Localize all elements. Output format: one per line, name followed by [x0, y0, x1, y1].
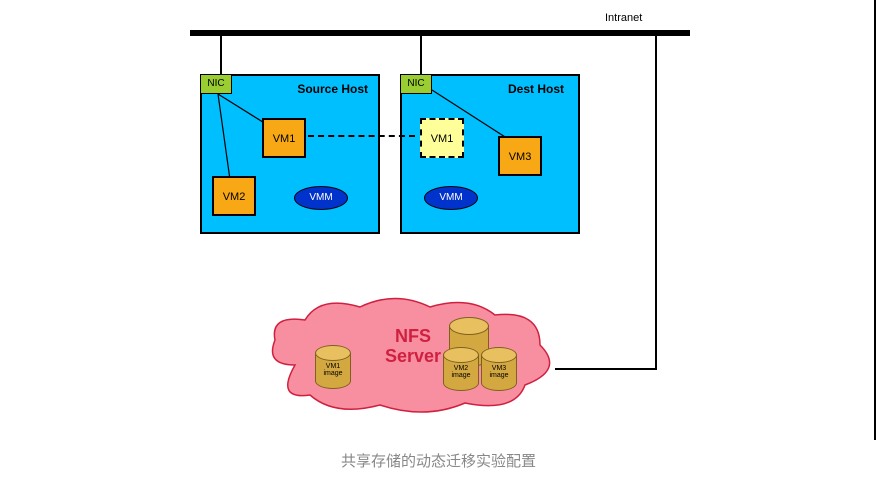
- source-nic: NIC: [200, 74, 232, 94]
- migration-dashed-line: [308, 135, 415, 137]
- source-host-box: NIC Source Host VM1 VM2 VMM: [200, 74, 380, 234]
- drop-line-dest: [420, 34, 422, 74]
- nfs-connect-line: [555, 368, 655, 370]
- nfs-cloud: NFS Server VM1image VM2image VM3image: [265, 295, 555, 415]
- intranet-bar: [190, 30, 690, 36]
- right-edge-line: [874, 0, 876, 440]
- source-vmm: VMM: [294, 186, 348, 210]
- vm2-image-cylinder: VM2image: [443, 347, 479, 395]
- dest-vm1-dashed: VM1: [420, 118, 464, 158]
- dest-host-label: Dest Host: [508, 82, 564, 96]
- drop-line-nfs: [655, 34, 657, 370]
- vm3-image-cylinder: VM3image: [481, 347, 517, 395]
- source-vm2: VM2: [212, 176, 256, 216]
- vm1-image-cylinder: VM1image: [315, 345, 351, 393]
- diagram-canvas: Intranet NIC Source Host VM1 VM2 VMM NIC…: [50, 10, 700, 440]
- intranet-label: Intranet: [605, 12, 642, 24]
- source-vm1: VM1: [262, 118, 306, 158]
- nfs-title: NFS Server: [385, 327, 441, 367]
- nfs-title-line2: Server: [385, 346, 441, 366]
- dest-vmm: VMM: [424, 186, 478, 210]
- source-host-label: Source Host: [297, 82, 368, 96]
- dest-vm3: VM3: [498, 136, 542, 176]
- figure-caption: 共享存储的动态迁移实验配置: [0, 450, 877, 471]
- drop-line-source: [220, 34, 222, 74]
- dest-nic: NIC: [400, 74, 432, 94]
- dest-host-box: NIC Dest Host VM1 VM3 VMM: [400, 74, 580, 234]
- nfs-title-line1: NFS: [395, 326, 431, 346]
